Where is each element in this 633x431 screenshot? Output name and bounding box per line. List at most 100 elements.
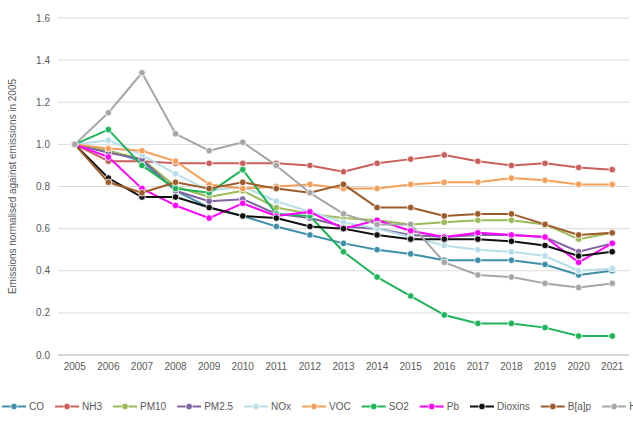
grid-line [58, 60, 629, 61]
point [475, 257, 482, 264]
point [508, 217, 515, 224]
x-tick-label: 2012 [299, 361, 322, 372]
legend-marker [122, 403, 129, 410]
point [475, 246, 482, 253]
point [239, 213, 246, 220]
point [340, 240, 347, 247]
point [441, 312, 448, 319]
point [71, 141, 78, 148]
series-line [75, 144, 612, 235]
point [575, 284, 582, 291]
point [206, 215, 213, 222]
point [609, 333, 616, 340]
point [172, 202, 179, 209]
point [71, 141, 78, 148]
point [307, 190, 314, 197]
point [374, 232, 381, 239]
legend-marker [549, 403, 556, 410]
series [71, 141, 615, 192]
y-tick-label: 0.6 [36, 223, 50, 234]
point [508, 238, 515, 245]
legend-label: Pb [447, 401, 460, 412]
point [374, 221, 381, 228]
point [542, 280, 549, 287]
x-tick-label: 2005 [64, 361, 87, 372]
point [475, 211, 482, 218]
point [206, 147, 213, 154]
x-tick-label: 2013 [332, 361, 355, 372]
point [575, 333, 582, 340]
point [475, 179, 482, 186]
point [374, 274, 381, 281]
point [542, 160, 549, 167]
point [273, 198, 280, 205]
point [206, 204, 213, 211]
point [172, 185, 179, 192]
point [441, 179, 448, 186]
point [475, 217, 482, 224]
y-tick-label: 0.4 [36, 265, 50, 276]
series-line [75, 73, 612, 288]
point [508, 274, 515, 281]
point [407, 221, 414, 228]
series [71, 141, 615, 266]
point [340, 219, 347, 226]
x-tick-label: 2016 [433, 361, 456, 372]
x-tick-label: 2011 [266, 361, 288, 372]
legend-marker [253, 403, 260, 410]
point [71, 141, 78, 148]
legend-marker [479, 403, 486, 410]
legend-marker [64, 403, 71, 410]
series [71, 141, 615, 259]
point [508, 232, 515, 239]
point [139, 190, 146, 197]
point [105, 154, 112, 161]
legend-label: SO2 [389, 401, 409, 412]
point [105, 179, 112, 186]
point [206, 160, 213, 167]
point [71, 141, 78, 148]
grid-line [58, 355, 629, 356]
point [542, 221, 549, 228]
point [273, 223, 280, 230]
x-tick-label: 2007 [131, 361, 154, 372]
series-line [75, 144, 612, 256]
point [508, 232, 515, 239]
point [239, 160, 246, 167]
series [71, 141, 615, 242]
point [172, 194, 179, 201]
point [172, 158, 179, 165]
x-tick-label: 2020 [567, 361, 590, 372]
point [441, 213, 448, 220]
x-tick-label: 2021 [601, 361, 624, 372]
point [542, 177, 549, 184]
point [609, 240, 616, 247]
y-tick-label: 1.0 [36, 139, 50, 150]
point [239, 200, 246, 207]
point [71, 141, 78, 148]
series [71, 137, 615, 274]
legend-label: B[a]p [568, 401, 592, 412]
point [575, 181, 582, 188]
series [71, 69, 615, 290]
series [71, 141, 615, 238]
point [71, 141, 78, 148]
point [239, 139, 246, 146]
series-line [75, 140, 612, 271]
point [475, 320, 482, 327]
point [508, 211, 515, 218]
series-line [75, 144, 612, 171]
point [508, 175, 515, 182]
point [609, 280, 616, 287]
legend: CONH3PM10PM2.5NOxVOCSO2PbDioxinsB[a]pHg [2, 401, 633, 412]
point [542, 234, 549, 241]
legend-marker [428, 403, 435, 410]
point [206, 185, 213, 192]
point [542, 221, 549, 228]
y-tick-label: 1.6 [36, 13, 50, 24]
point [407, 236, 414, 243]
x-tick-label: 2015 [400, 361, 423, 372]
series-line [75, 144, 612, 275]
x-tick-label: 2006 [97, 361, 120, 372]
point [307, 208, 314, 215]
